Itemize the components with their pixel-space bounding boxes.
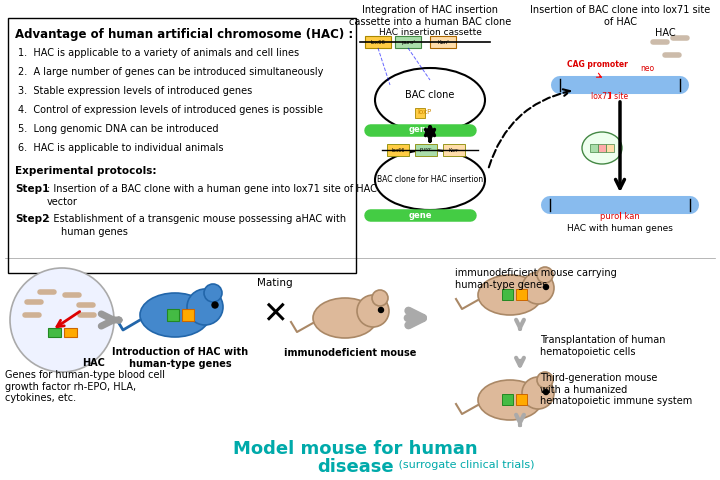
Text: Integration of HAC insertion
cassette into a human BAC clone: Integration of HAC insertion cassette in…	[349, 5, 511, 26]
Circle shape	[212, 302, 218, 308]
Ellipse shape	[478, 380, 542, 420]
Text: 3.  Stable expression levels of introduced genes: 3. Stable expression levels of introduce…	[18, 86, 252, 96]
FancyBboxPatch shape	[502, 289, 513, 300]
Text: vector: vector	[47, 197, 78, 207]
Circle shape	[372, 290, 388, 306]
FancyBboxPatch shape	[64, 328, 77, 337]
FancyBboxPatch shape	[502, 394, 513, 405]
Text: Step2: Step2	[15, 214, 50, 224]
Text: Kanʳ: Kanʳ	[437, 39, 449, 45]
Text: Advantage of human artificial chromosome (HAC) :: Advantage of human artificial chromosome…	[15, 28, 354, 41]
Text: Genes for human-type blood cell
growth factor rh-EPO, HLA,
cytokines, etc.: Genes for human-type blood cell growth f…	[5, 370, 165, 403]
Text: 4.  Control of expression levels of introduced genes is possible: 4. Control of expression levels of intro…	[18, 105, 323, 115]
FancyBboxPatch shape	[589, 80, 601, 90]
Text: Model mouse for human: Model mouse for human	[233, 440, 477, 458]
Circle shape	[522, 377, 554, 409]
Text: Introduction of HAC with
human-type genes: Introduction of HAC with human-type gene…	[112, 347, 248, 369]
Circle shape	[10, 268, 114, 372]
Text: 6.  HAC is applicable to individual animals: 6. HAC is applicable to individual anima…	[18, 143, 223, 153]
Text: 2.  A large number of genes can be introduced simultaneously: 2. A large number of genes can be introd…	[18, 67, 323, 77]
Text: gene: gene	[408, 211, 432, 219]
Text: immunodeficient mouse: immunodeficient mouse	[284, 348, 416, 358]
Text: 5.  Long genomic DNA can be introduced: 5. Long genomic DNA can be introduced	[18, 124, 218, 134]
FancyBboxPatch shape	[598, 144, 606, 152]
Ellipse shape	[375, 150, 485, 210]
Text: Step1: Step1	[15, 184, 50, 194]
Text: (surrogate clinical trials): (surrogate clinical trials)	[395, 460, 534, 470]
FancyBboxPatch shape	[167, 309, 179, 321]
FancyBboxPatch shape	[415, 144, 437, 156]
FancyBboxPatch shape	[516, 394, 527, 405]
FancyBboxPatch shape	[443, 144, 465, 156]
FancyBboxPatch shape	[590, 144, 598, 152]
FancyBboxPatch shape	[415, 108, 425, 118]
Circle shape	[544, 389, 549, 395]
Text: CAG promoter: CAG promoter	[567, 60, 627, 69]
Text: HAC insertion cassette: HAC insertion cassette	[379, 28, 482, 37]
Text: Experimental protocols:: Experimental protocols:	[15, 166, 156, 176]
Text: BAC clone for HAC insertion: BAC clone for HAC insertion	[377, 176, 483, 184]
Text: gene: gene	[408, 125, 432, 134]
Circle shape	[537, 267, 553, 283]
FancyBboxPatch shape	[571, 200, 583, 210]
FancyBboxPatch shape	[182, 309, 194, 321]
Text: ✕: ✕	[262, 300, 288, 329]
Text: BAC clone: BAC clone	[405, 90, 455, 100]
Circle shape	[522, 272, 554, 304]
FancyBboxPatch shape	[639, 200, 651, 210]
Ellipse shape	[582, 132, 622, 164]
Text: human genes: human genes	[61, 227, 128, 237]
Text: disease: disease	[317, 458, 394, 476]
FancyBboxPatch shape	[604, 80, 616, 90]
Text: puro, kan: puro, kan	[600, 212, 640, 221]
FancyBboxPatch shape	[631, 80, 643, 90]
Text: immunodeficient mouse carrying
human-type genes: immunodeficient mouse carrying human-typ…	[455, 268, 617, 289]
FancyBboxPatch shape	[430, 36, 456, 48]
FancyBboxPatch shape	[8, 18, 356, 273]
Circle shape	[537, 372, 553, 388]
Circle shape	[204, 284, 222, 302]
FancyBboxPatch shape	[395, 36, 421, 48]
Text: Mating: Mating	[257, 278, 293, 288]
FancyBboxPatch shape	[516, 289, 527, 300]
FancyBboxPatch shape	[606, 144, 614, 152]
FancyBboxPatch shape	[604, 200, 616, 210]
Text: HAC: HAC	[82, 358, 105, 368]
Text: Third-generation mouse
with a humanized
hematopoietic immune system: Third-generation mouse with a humanized …	[540, 373, 692, 406]
FancyBboxPatch shape	[589, 200, 601, 210]
FancyBboxPatch shape	[365, 36, 391, 48]
Text: Kanʳ: Kanʳ	[449, 147, 459, 153]
Circle shape	[357, 295, 389, 327]
Text: loxP: loxP	[418, 109, 432, 115]
Circle shape	[379, 308, 384, 312]
Text: lox66: lox66	[371, 39, 385, 45]
Ellipse shape	[478, 275, 542, 315]
Circle shape	[544, 285, 549, 289]
Text: : Insertion of a BAC clone with a human gene into lox71 site of HAC: : Insertion of a BAC clone with a human …	[47, 184, 377, 194]
FancyBboxPatch shape	[387, 144, 409, 156]
FancyBboxPatch shape	[48, 328, 61, 337]
Text: 1.  HAC is applicable to a variety of animals and cell lines: 1. HAC is applicable to a variety of ani…	[18, 48, 299, 58]
Ellipse shape	[313, 298, 377, 338]
Text: lox71 site: lox71 site	[591, 92, 629, 101]
Ellipse shape	[375, 68, 485, 132]
Text: neo: neo	[640, 64, 654, 73]
Circle shape	[187, 289, 223, 325]
Text: : Establishment of a transgenic mouse possessing aHAC with: : Establishment of a transgenic mouse po…	[47, 214, 346, 224]
Text: Insertion of BAC clone into lox71 site
of HAC: Insertion of BAC clone into lox71 site o…	[530, 5, 710, 26]
FancyBboxPatch shape	[621, 200, 633, 210]
Ellipse shape	[140, 293, 210, 337]
Text: HAC with human genes: HAC with human genes	[567, 224, 673, 233]
Text: puroʳ: puroʳ	[401, 39, 415, 45]
Text: puroʳ: puroʳ	[420, 147, 432, 153]
Text: lox66: lox66	[391, 147, 405, 153]
Text: Transplantation of human
hematopoietic cells: Transplantation of human hematopoietic c…	[540, 335, 665, 357]
Text: HAC: HAC	[654, 28, 675, 38]
